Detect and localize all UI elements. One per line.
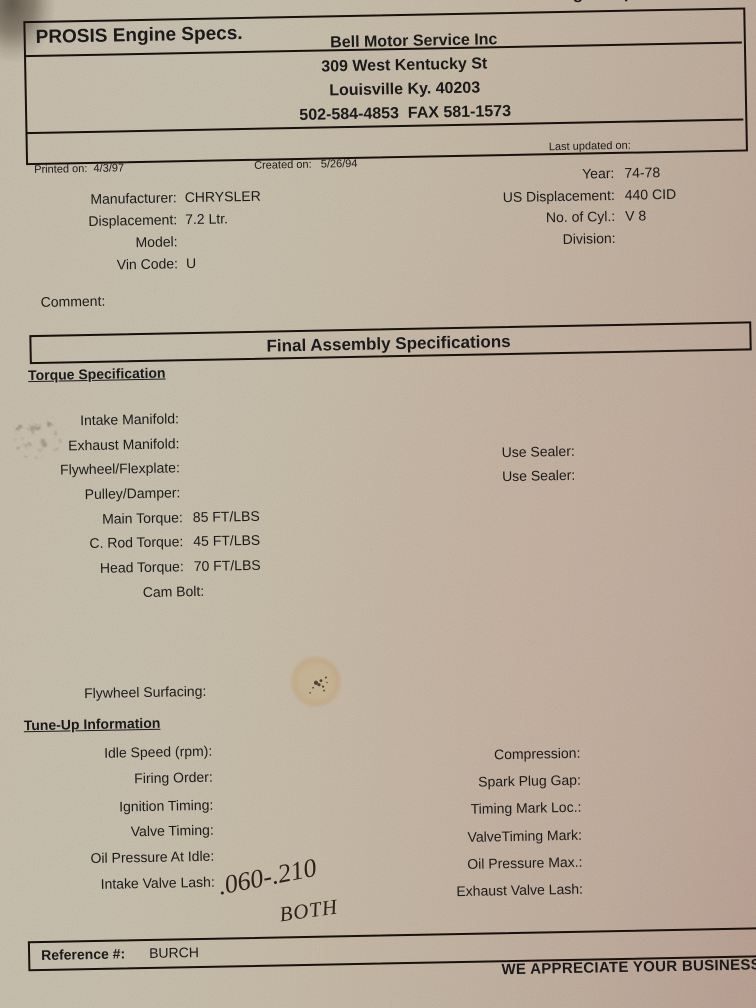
svg-text:.060-.210: .060-.210 xyxy=(216,853,319,901)
svg-text:BOTH: BOTH xyxy=(278,894,340,926)
